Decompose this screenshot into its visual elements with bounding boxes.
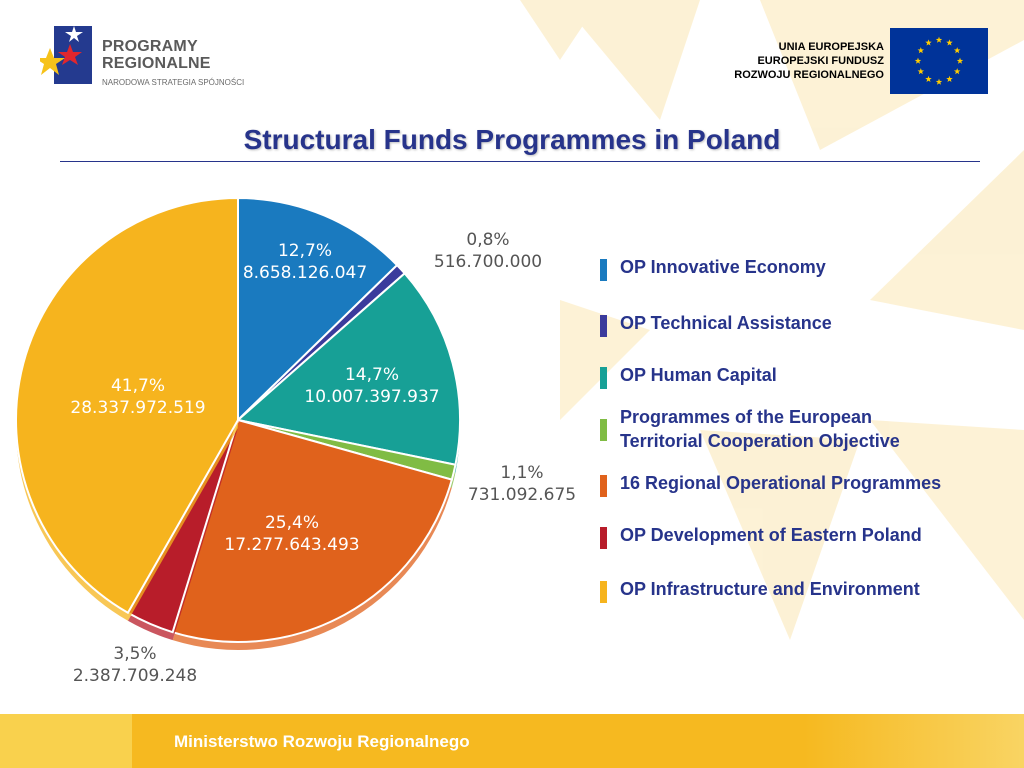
eu-line3: ROZWOJU REGIONALNEGO <box>734 69 884 81</box>
slice-value-label: 28.337.972.519 <box>70 398 205 418</box>
eu-star-icon <box>953 47 961 54</box>
eu-star-icon <box>935 36 943 43</box>
legend-label: OP Technical Assistance <box>620 311 832 335</box>
legend-item: 16 Regional Operational Programmes <box>600 471 941 497</box>
logo-title: PROGRAMY REGIONALNE <box>102 38 211 72</box>
eu-star-icon <box>935 78 943 85</box>
legend-label-line1: OP Development of Eastern Poland <box>620 525 922 545</box>
legend-label: 16 Regional Operational Programmes <box>620 471 941 495</box>
legend-item: OP Development of Eastern Poland <box>600 523 922 549</box>
slice-percent-label: 12,7% <box>278 241 332 261</box>
legend-label: OP Innovative Economy <box>620 255 826 279</box>
slice-value-label: 8.658.126.047 <box>243 263 367 283</box>
eu-star-icon <box>925 39 932 46</box>
logo-subtitle: NARODOWA STRATEGIA SPÓJNOŚCI <box>102 78 245 87</box>
pie-slice <box>235 271 461 466</box>
slice-percent-label: 41,7% <box>111 376 165 396</box>
legend-label-line1: OP Human Capital <box>620 365 777 385</box>
stars-logo-icon <box>40 26 92 84</box>
footer-right-block <box>804 714 1024 768</box>
slice-value-label: 10.007.397.937 <box>304 387 439 407</box>
title-divider <box>60 161 980 162</box>
eu-line2: EUROPEJSKI FUNDUSZ <box>757 55 884 67</box>
legend-label: OP Human Capital <box>620 363 777 387</box>
slice-percent-label: 14,7% <box>345 365 399 385</box>
eu-star-icon <box>917 68 925 75</box>
legend-swatch <box>600 259 607 281</box>
logo-title-line1: PROGRAMY <box>102 38 198 55</box>
pie-slice <box>171 418 454 643</box>
programy-regionalne-logo: PROGRAMY REGIONALNE NARODOWA STRATEGIA S… <box>40 20 280 100</box>
footer-bar: Ministerstwo Rozwoju Regionalnego <box>0 714 1024 768</box>
slice-percent-label: 1,1% <box>500 463 543 483</box>
legend-label-line1: Programmes of the European <box>620 407 873 427</box>
eu-star-icon <box>953 68 961 75</box>
legend-swatch <box>600 315 607 337</box>
legend-label-line1: OP Technical Assistance <box>620 313 832 333</box>
legend-label: OP Infrastructure and Environment <box>620 577 920 601</box>
legend-label-line2: Territorial Cooperation Objective <box>620 431 900 451</box>
eu-fund-text: UNIA EUROPEJSKA EUROPEJSKI FUNDUSZ ROZWO… <box>734 40 884 82</box>
legend-item: OP Human Capital <box>600 363 777 389</box>
legend-label: OP Development of Eastern Poland <box>620 523 922 547</box>
slice-value-label: 731.092.675 <box>468 485 576 505</box>
slice-value-label: 2.387.709.248 <box>73 666 197 686</box>
eu-star-icon <box>914 57 922 64</box>
eu-star-icon <box>946 75 953 82</box>
page-title: Structural Funds Programmes in Poland <box>243 124 781 155</box>
legend-swatch <box>600 527 607 549</box>
slice-percent-label: 3,5% <box>113 644 156 664</box>
legend-item: OP Technical Assistance <box>600 311 832 337</box>
legend-swatch <box>600 419 607 441</box>
legend-item: OP Innovative Economy <box>600 255 826 281</box>
eu-flag-icon <box>890 28 988 94</box>
legend-label-line1: OP Infrastructure and Environment <box>620 579 920 599</box>
eu-star-icon <box>925 75 932 82</box>
legend-swatch <box>600 581 607 603</box>
slice-percent-label: 0,8% <box>466 230 509 250</box>
eu-star-icon <box>917 47 925 54</box>
slice-value-label: 516.700.000 <box>434 252 542 272</box>
legend-item: Programmes of the European Territorial Co… <box>600 405 900 453</box>
legend-label-line1: 16 Regional Operational Programmes <box>620 473 942 493</box>
pie-slice <box>237 196 399 423</box>
eu-star-icon <box>956 57 964 64</box>
pie-slice <box>15 196 239 615</box>
legend-swatch <box>600 367 607 389</box>
footer-ministry-name: Ministerstwo Rozwoju Regionalnego <box>174 732 470 751</box>
slice-value-label: 17.277.643.493 <box>224 535 359 555</box>
legend-label-line1: OP Innovative Economy <box>620 257 826 277</box>
footer-left-block <box>0 714 132 768</box>
slice-percent-label: 25,4% <box>265 513 319 533</box>
legend-item: OP Infrastructure and Environment <box>600 577 920 603</box>
eu-line1: UNIA EUROPEJSKA <box>778 41 884 53</box>
legend-label: Programmes of the European Territorial Co… <box>620 405 900 453</box>
eu-star-icon <box>946 39 953 46</box>
pie-chart: 12,7%8.658.126.047 0,8%516.700.000 14,7%10… <box>15 196 576 686</box>
legend-swatch <box>600 475 607 497</box>
logo-title-line2: REGIONALNE <box>102 55 211 72</box>
